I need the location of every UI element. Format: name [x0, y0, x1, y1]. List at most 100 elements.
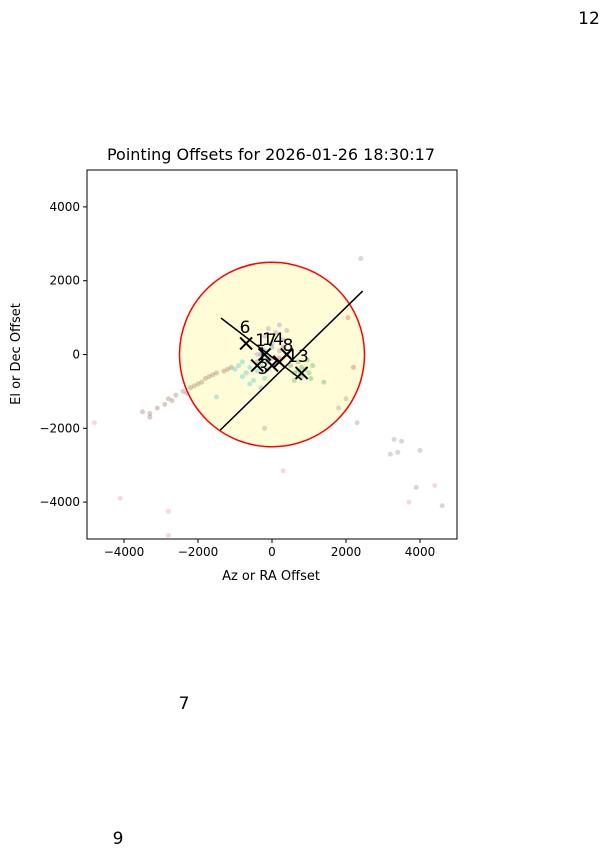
point: [206, 374, 212, 380]
point: [399, 438, 404, 444]
x-marker: [250, 358, 264, 373]
point: [91, 420, 97, 426]
point: [199, 379, 205, 385]
point: [202, 375, 208, 381]
y-tick-label: −2000: [39, 421, 80, 435]
point: [308, 375, 314, 381]
point: [336, 405, 342, 411]
x-marker: [294, 366, 309, 380]
annotation: 9: [113, 829, 124, 849]
x-marker: [239, 336, 253, 351]
point: [228, 364, 234, 370]
point: [280, 468, 286, 474]
point: [269, 340, 275, 346]
point: [345, 315, 351, 321]
x-marker: [257, 347, 272, 362]
point: [265, 326, 271, 332]
point: [406, 499, 412, 505]
point: [254, 352, 260, 357]
point: [413, 484, 419, 490]
point: [291, 377, 297, 383]
point: [214, 370, 219, 376]
y-axis-label: El or Dec Offset: [9, 303, 24, 405]
point: [117, 495, 123, 501]
point: [251, 377, 256, 383]
point: [304, 357, 310, 363]
point: [343, 396, 349, 402]
point: [210, 372, 216, 378]
point: [221, 368, 227, 374]
fit-line: [219, 290, 364, 431]
point: [225, 366, 231, 372]
point: [387, 451, 393, 457]
point: [350, 364, 356, 370]
fit-line: [220, 317, 303, 381]
annotation: 14: [262, 330, 284, 350]
point: [162, 401, 168, 407]
x-tick-label: 2000: [331, 545, 362, 559]
tolerance-circle: [178, 261, 366, 448]
point: [269, 344, 275, 350]
annotation: 13: [287, 347, 309, 367]
y-tick-label: 2000: [49, 274, 80, 288]
point: [169, 398, 175, 404]
annotation: 17: [255, 331, 277, 351]
x-tick-label: −2000: [178, 545, 219, 559]
point: [232, 366, 238, 372]
point: [140, 409, 145, 415]
point: [239, 359, 245, 365]
annotation: 3: [258, 359, 269, 379]
annotation: 6: [240, 318, 251, 338]
point: [321, 379, 327, 385]
point: [173, 392, 179, 398]
y-tick-label: 0: [72, 348, 80, 362]
point: [358, 256, 364, 262]
point: [154, 405, 160, 411]
point: [354, 420, 360, 426]
point: [147, 411, 153, 417]
point: [288, 363, 293, 369]
point: [165, 532, 171, 538]
point: [262, 333, 268, 339]
point: [306, 370, 312, 376]
annotation: 7: [179, 694, 190, 714]
point: [184, 390, 190, 396]
point: [247, 364, 253, 370]
point: [191, 383, 197, 389]
y-tick-label: −4000: [39, 495, 80, 509]
point: [254, 368, 260, 374]
point: [239, 374, 245, 380]
point: [262, 375, 268, 381]
x-tick-label: 0: [268, 545, 276, 559]
point: [147, 414, 153, 420]
point: [214, 394, 219, 400]
point: [273, 329, 279, 335]
x-tick-label: −4000: [104, 545, 145, 559]
point: [295, 359, 301, 365]
annotation: 12: [578, 9, 600, 29]
point: [439, 503, 445, 509]
point: [284, 328, 290, 334]
point: [417, 447, 423, 453]
point: [247, 381, 253, 387]
chart-title: Pointing Offsets for 2026-01-26 18:30:17: [107, 145, 435, 164]
point: [262, 425, 268, 431]
point: [432, 482, 438, 488]
y-tick-label: 4000: [49, 200, 80, 214]
point: [243, 370, 249, 376]
point: [395, 449, 401, 455]
x-tick-label: 4000: [405, 545, 436, 559]
annotation: 8: [283, 336, 294, 356]
point: [299, 364, 305, 370]
point: [180, 388, 186, 394]
x-marker: [272, 355, 287, 369]
point: [165, 508, 171, 514]
point: [195, 381, 201, 387]
point: [165, 396, 171, 402]
point: [310, 363, 316, 369]
point: [280, 337, 286, 343]
point: [276, 322, 282, 328]
point: [391, 436, 397, 442]
x-axis-label: Az or RA Offset: [222, 569, 320, 584]
